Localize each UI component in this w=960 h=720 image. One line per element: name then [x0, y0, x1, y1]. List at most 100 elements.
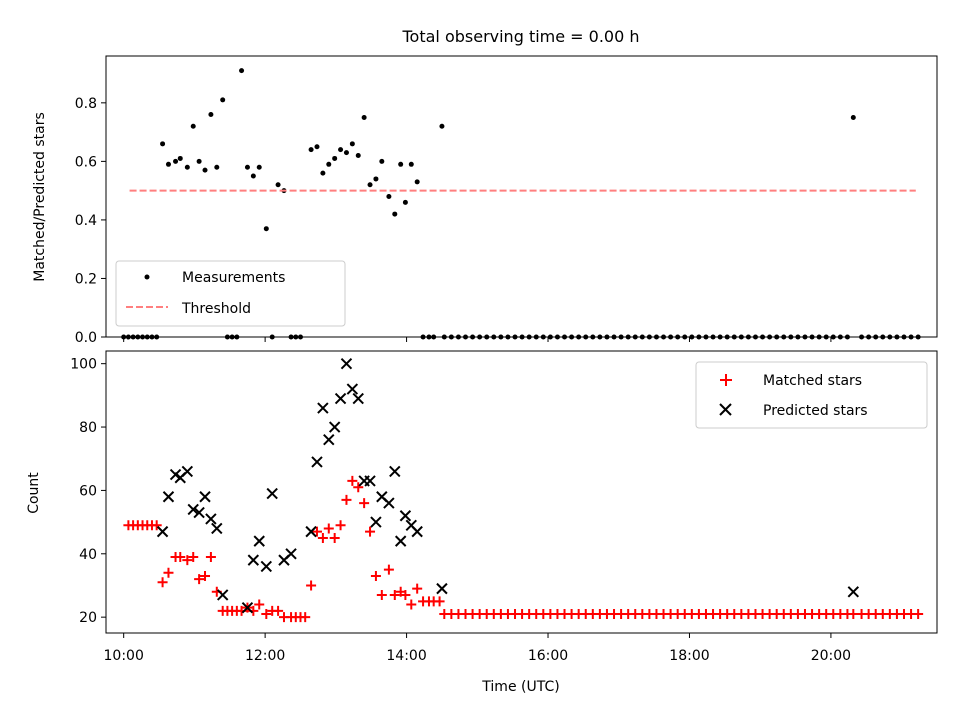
predicted-stars-point	[334, 392, 347, 405]
matched-stars-point	[370, 570, 381, 581]
predicted-stars-point	[266, 487, 278, 500]
bottom-ylabel: Count	[26, 472, 42, 514]
y-tick-label: 60	[79, 483, 97, 499]
y-tick-label: 80	[79, 420, 97, 436]
matched-stars-point	[182, 555, 193, 566]
measurements-point	[326, 161, 332, 167]
measurements-point	[386, 194, 392, 199]
predicted-stars-point	[285, 548, 297, 560]
predicted-stars-point	[216, 589, 229, 601]
predicted-stars-point	[260, 560, 273, 573]
measurements-point	[214, 164, 220, 170]
matched-stars-point	[359, 498, 370, 509]
predicted-stars-point	[328, 421, 341, 433]
x-tick-label: 18:00	[669, 648, 709, 664]
predicted-stars-point	[364, 475, 376, 487]
matched-stars-point	[273, 605, 284, 616]
legend-predicted-marker	[719, 403, 732, 416]
measurements-point	[202, 167, 208, 173]
predicted-stars-point	[305, 525, 317, 538]
matched-stars-point	[365, 526, 376, 537]
legend-predicted-label: Predicted stars	[763, 403, 868, 419]
matched-stars-point	[400, 589, 411, 600]
legend-matched-label: Matched stars	[763, 373, 862, 389]
y-tick-label: 40	[79, 547, 97, 563]
bottom-y-ticks: 20 40 60 80 100	[70, 357, 106, 626]
matched-stars-point	[261, 608, 272, 619]
predicted-stars-point	[436, 582, 448, 595]
predicted-stars-point	[847, 586, 860, 598]
predicted-stars-point	[247, 554, 260, 566]
bottom-legend-box	[695, 361, 928, 429]
y-tick-label: 0.4	[75, 213, 97, 229]
x-tick-label: 12:00	[245, 648, 285, 664]
predicted-stars-point	[394, 535, 407, 547]
predicted-stars-point	[323, 434, 335, 446]
predicted-stars-point	[205, 513, 217, 525]
legend-matched-marker	[720, 374, 732, 386]
measurements-point	[256, 164, 262, 170]
measurements-point	[408, 161, 414, 167]
measurements-point	[355, 153, 361, 159]
predicted-stars-point	[193, 506, 205, 519]
measurements-point	[320, 170, 326, 176]
predicted-stars-point	[352, 392, 364, 405]
measurements-point	[250, 173, 256, 179]
top-legend-box	[115, 260, 346, 327]
bottom-panel: Count Time (UTC) 10:00 12:00 14:00 16:00 18:…	[26, 350, 938, 695]
legend-measurements-marker	[144, 274, 150, 280]
predicted-stars-point	[399, 510, 412, 522]
matched-stars-point	[383, 564, 394, 575]
matched-stars-point	[434, 596, 445, 607]
matched-stars-point	[347, 475, 358, 486]
y-tick-label: 100	[70, 357, 97, 373]
measurements-point	[392, 211, 398, 217]
measurements-point	[402, 199, 408, 205]
measurements-point	[850, 114, 856, 120]
predicted-stars-point	[199, 491, 211, 503]
y-tick-label: 0.8	[75, 96, 97, 112]
predicted-stars-point	[241, 601, 254, 614]
matched-stars-point	[406, 599, 417, 610]
predicted-stars-point	[389, 465, 401, 478]
measurements-point	[220, 97, 226, 103]
measurements-point	[263, 226, 269, 232]
matched-stars-point	[188, 551, 199, 562]
measurements-point	[379, 158, 385, 164]
measurements-point	[160, 141, 166, 147]
matched-stars-point	[157, 577, 168, 588]
legend-measurements-label: Measurements	[182, 270, 285, 286]
matched-stars-point	[376, 589, 387, 600]
measurements-point	[367, 182, 373, 188]
measurements-point	[314, 144, 320, 150]
matched-stars-point	[163, 567, 174, 578]
x-tick-label: 20:00	[811, 648, 851, 664]
measurements-point	[338, 147, 344, 153]
matched-stars-point	[200, 570, 211, 581]
predicted-stars-point	[181, 465, 194, 478]
matched-stars-point	[254, 599, 265, 610]
matched-stars-point	[335, 520, 346, 531]
matched-stars-point	[329, 532, 340, 543]
measurements-point	[308, 147, 314, 153]
measurements-point	[208, 112, 214, 118]
y-tick-label: 0.6	[75, 154, 97, 170]
measurements-point	[184, 164, 190, 170]
measurements-point	[173, 158, 179, 164]
measurements-point	[398, 161, 404, 167]
predicted-stars-point	[370, 516, 382, 528]
matched-stars-point	[412, 583, 423, 594]
y-tick-label: 0.0	[75, 330, 97, 346]
matched-stars-point	[175, 551, 186, 562]
predicted-stars-point	[253, 535, 265, 547]
measurements-point	[343, 150, 349, 156]
matched-stars-point	[389, 589, 400, 600]
predicted-stars-point	[156, 525, 169, 538]
y-tick-label: 20	[79, 610, 97, 626]
measurements-point	[239, 68, 245, 74]
measurements-point	[165, 161, 171, 167]
bottom-legend: Matched stars Predicted stars	[695, 361, 928, 429]
top-legend: Measurements Threshold	[115, 260, 346, 327]
measurements-point	[414, 179, 420, 185]
